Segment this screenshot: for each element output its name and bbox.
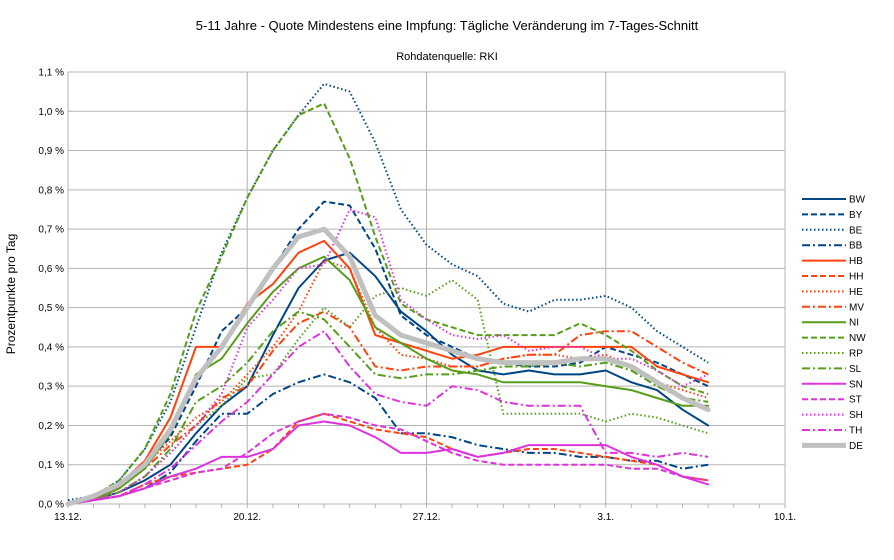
series-line-mv — [67, 310, 709, 505]
y-tick-label: 0,1 % — [38, 460, 64, 471]
x-tick-label: 20.12. — [233, 512, 261, 523]
series-line-sh — [67, 208, 709, 505]
series-line-st — [67, 412, 709, 505]
x-tick-label: 13.12. — [54, 512, 82, 523]
legend-label-he: HE — [849, 287, 863, 298]
x-tick-label: 3.1. — [597, 512, 614, 523]
x-tick-label: 10.1. — [774, 512, 796, 523]
series-line-bw — [67, 251, 710, 505]
y-tick-labels: 0,0 % 0,1 % 0,2 % 0,3 % 0,4 % 0,5 % 0,6 % 0,7 %… — [38, 68, 64, 511]
series-line-bb — [67, 373, 709, 505]
y-tick-label: 0,2 % — [38, 421, 64, 432]
legend: BW BY BE BB HB HH HE MV NI NW RP SL SN ST SH TH DE — [802, 195, 866, 452]
x-tick-label: 27.12. — [413, 512, 441, 523]
y-tick-label: 0,3 % — [38, 382, 64, 393]
y-tick-label: 0,5 % — [38, 303, 64, 314]
series-line-sl — [67, 310, 709, 505]
legend-label-th: TH — [849, 426, 862, 437]
grid — [67, 71, 786, 508]
legend-label-de: DE — [849, 441, 863, 452]
y-tick-label: 0,4 % — [38, 342, 64, 353]
series-line-de — [65, 226, 711, 507]
legend-label-be: BE — [849, 225, 863, 236]
legend-label-ni: NI — [849, 318, 859, 329]
legend-label-mv: MV — [849, 302, 864, 313]
legend-label-sn: SN — [849, 379, 863, 390]
legend-label-rp: RP — [849, 349, 863, 360]
legend-label-by: BY — [849, 210, 863, 221]
legend-label-sh: SH — [849, 410, 863, 421]
legend-label-bb: BB — [849, 241, 863, 252]
series-lines — [65, 82, 711, 507]
legend-label-nw: NW — [849, 333, 866, 344]
y-tick-label: 1,1 % — [38, 68, 64, 79]
y-tick-label: 0,0 % — [38, 500, 64, 511]
chart-title: 5-11 Jahre - Quote Mindestens eine Impfu… — [196, 18, 699, 33]
legend-label-st: ST — [849, 395, 862, 406]
y-tick-label: 1,0 % — [38, 107, 64, 118]
y-tick-label: 0,9 % — [38, 146, 64, 157]
series-line-he — [67, 259, 709, 505]
legend-label-sl: SL — [849, 364, 862, 375]
legend-label-hb: HB — [849, 256, 863, 267]
chart-subtitle: Rohdatenquelle: RKI — [396, 51, 498, 63]
y-tick-label: 0,6 % — [38, 264, 64, 275]
legend-label-bw: BW — [849, 195, 866, 206]
series-line-th — [67, 330, 709, 505]
series-line-nw — [67, 102, 709, 505]
y-axis-label: Prozentpunkte pro Tag — [4, 234, 18, 355]
series-line-sn — [67, 420, 710, 505]
legend-label-hh: HH — [849, 272, 863, 283]
y-tick-label: 0,8 % — [38, 185, 64, 196]
series-line-hb — [67, 239, 710, 505]
series-line-rp — [67, 279, 709, 505]
x-tick-labels: 13.12. 20.12. 27.12. 3.1. 10.1. — [54, 512, 796, 523]
y-tick-label: 0,7 % — [38, 225, 64, 236]
